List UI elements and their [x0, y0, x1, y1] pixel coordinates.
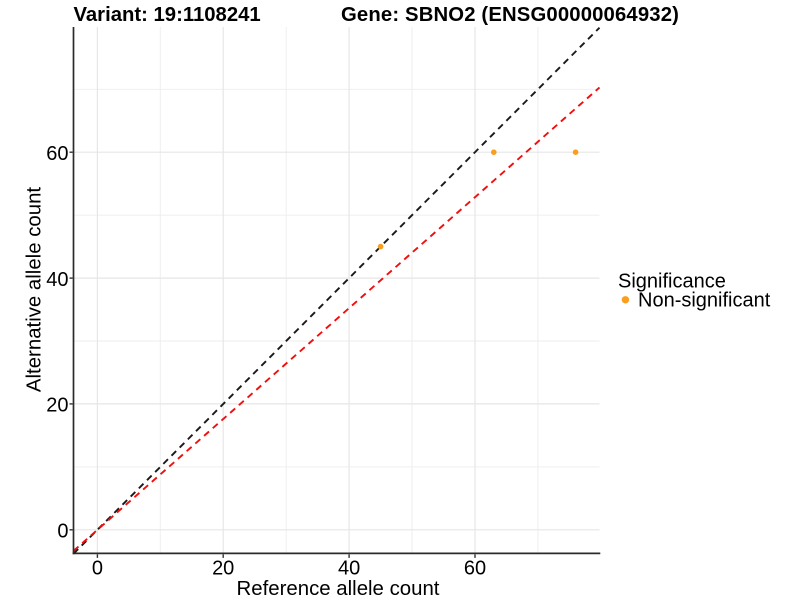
svg-text:Alternative allele count: Alternative allele count [24, 187, 46, 392]
svg-text:0: 0 [57, 521, 68, 543]
svg-text:Significance: Significance [618, 271, 726, 293]
svg-text:Gene: SBNO2 (ENSG00000064932): Gene: SBNO2 (ENSG00000064932) [341, 4, 679, 26]
svg-text:60: 60 [464, 557, 486, 579]
svg-text:60: 60 [46, 143, 68, 165]
svg-text:Reference allele count: Reference allele count [237, 578, 440, 600]
svg-text:Variant: 19:1108241: Variant: 19:1108241 [74, 4, 261, 26]
svg-text:40: 40 [338, 557, 360, 579]
svg-text:20: 20 [46, 395, 68, 417]
svg-text:20: 20 [212, 557, 234, 579]
svg-text:40: 40 [46, 269, 68, 291]
svg-text:0: 0 [92, 557, 103, 579]
svg-text:Non-significant: Non-significant [638, 289, 771, 311]
